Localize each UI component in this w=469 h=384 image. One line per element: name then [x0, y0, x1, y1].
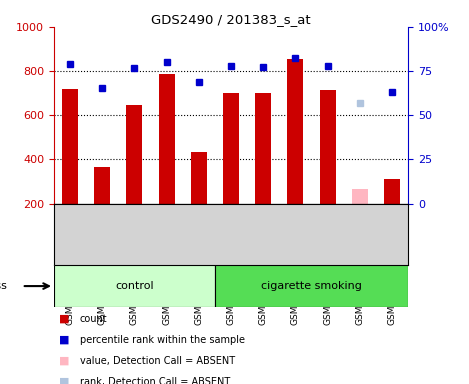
- Bar: [384, 179, 400, 204]
- Text: ■: ■: [59, 314, 69, 324]
- Bar: [215, 265, 408, 307]
- Bar: [191, 152, 207, 204]
- Bar: [319, 90, 336, 204]
- Title: GDS2490 / 201383_s_at: GDS2490 / 201383_s_at: [151, 13, 311, 26]
- Bar: [126, 105, 143, 204]
- Text: ■: ■: [59, 356, 69, 366]
- Text: value, Detection Call = ABSENT: value, Detection Call = ABSENT: [80, 356, 235, 366]
- Bar: [287, 59, 303, 204]
- Text: cigarette smoking: cigarette smoking: [261, 281, 362, 291]
- Text: percentile rank within the sample: percentile rank within the sample: [80, 335, 245, 345]
- Text: count: count: [80, 314, 107, 324]
- Bar: [352, 189, 368, 204]
- Text: ■: ■: [59, 377, 69, 384]
- Text: rank, Detection Call = ABSENT: rank, Detection Call = ABSENT: [80, 377, 230, 384]
- Bar: [159, 74, 174, 204]
- Bar: [94, 167, 110, 204]
- Text: ■: ■: [59, 335, 69, 345]
- Bar: [223, 93, 239, 204]
- Bar: [255, 93, 271, 204]
- Bar: [62, 89, 78, 204]
- Text: control: control: [115, 281, 154, 291]
- Bar: [54, 265, 215, 307]
- Text: stress: stress: [0, 281, 7, 291]
